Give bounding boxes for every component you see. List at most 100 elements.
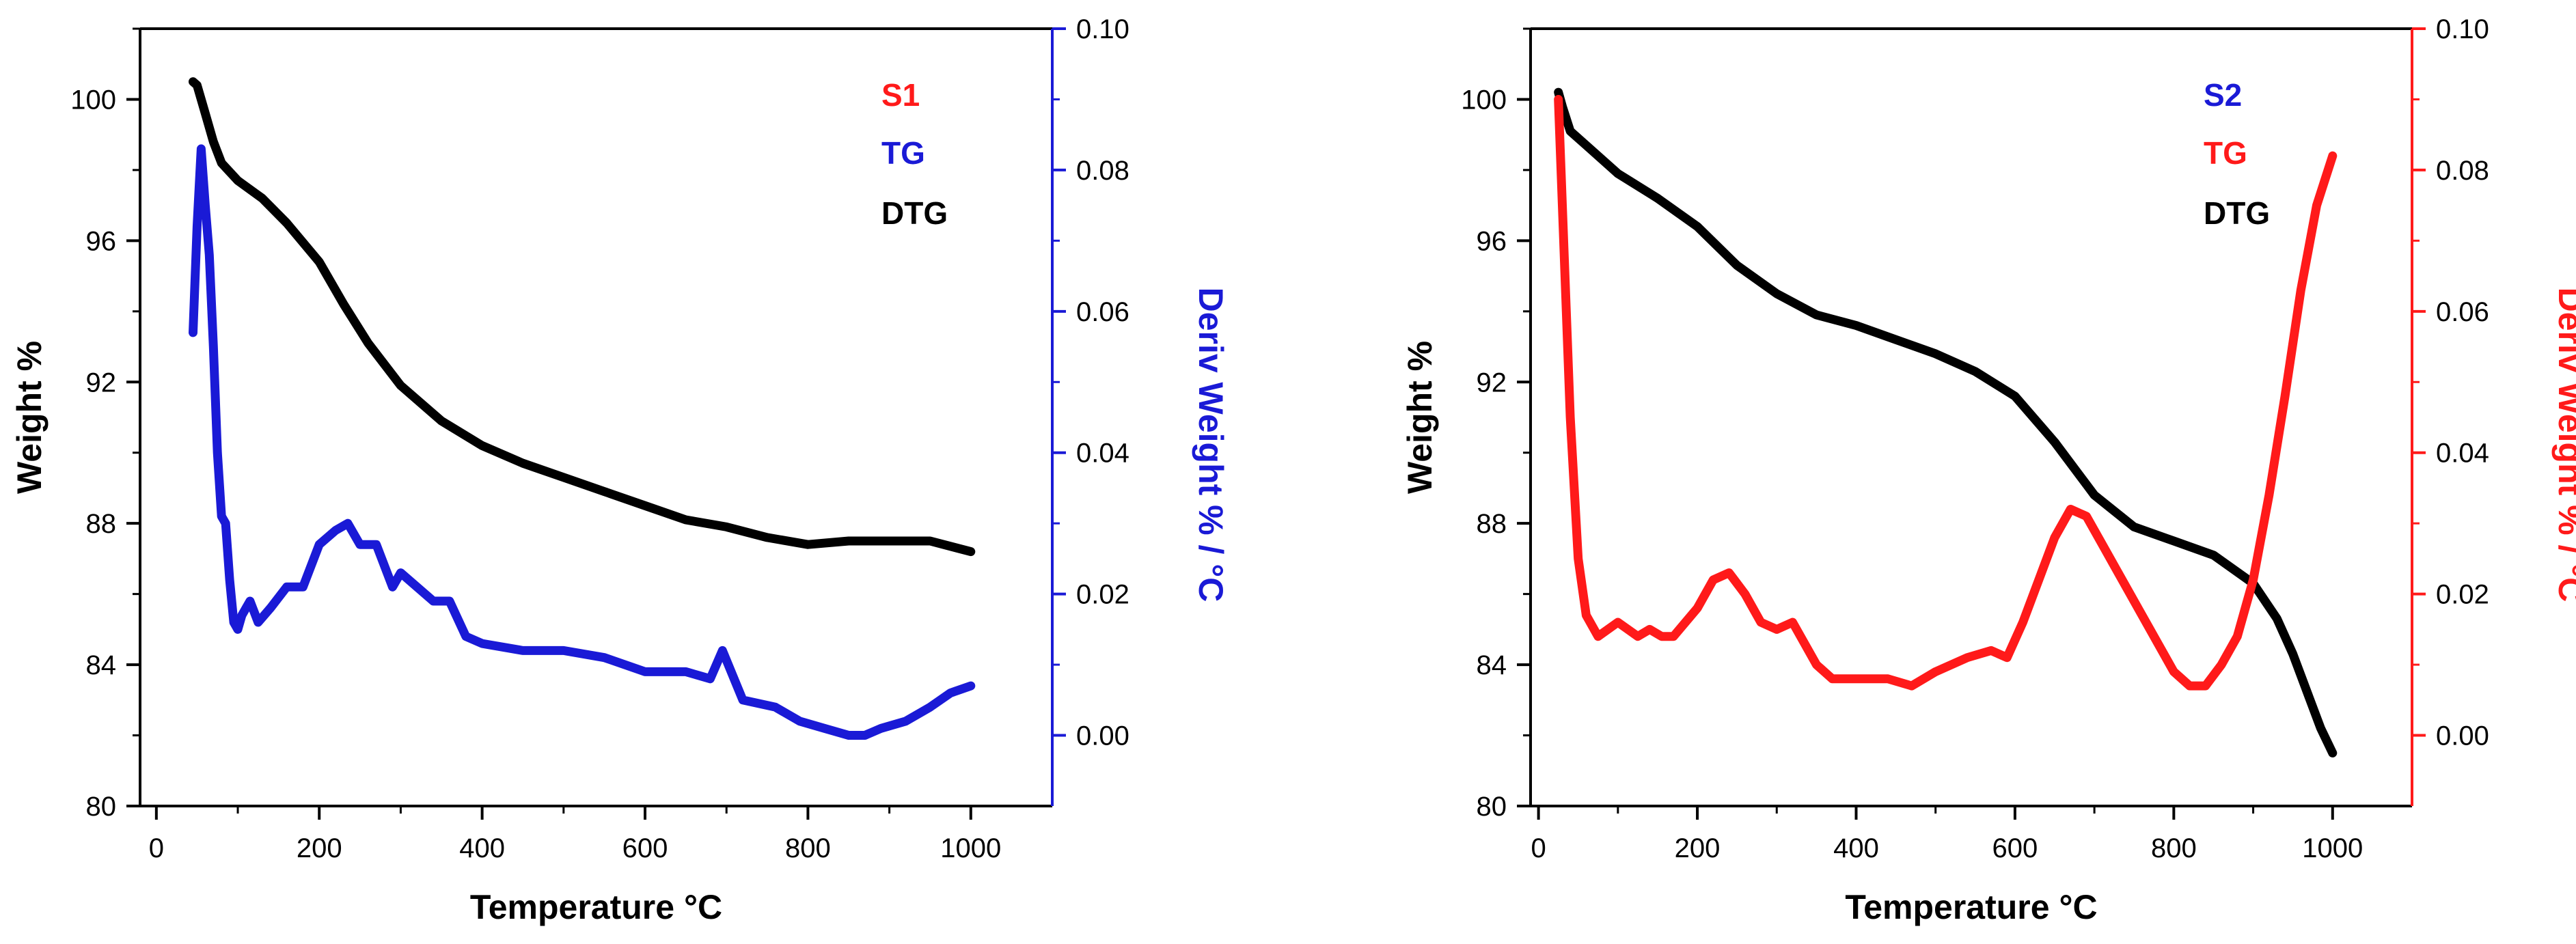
legend-entry-dtg: DTG (881, 195, 948, 231)
data-point-derivative (2281, 391, 2290, 400)
data-point-derivative (845, 731, 853, 740)
data-point-weight (2209, 551, 2218, 559)
x-tick-label: 200 (297, 833, 342, 863)
data-point-derivative (2233, 632, 2242, 641)
data-point-derivative (771, 703, 780, 712)
data-point-weight (1613, 169, 1622, 178)
data-point-weight (2316, 724, 2325, 733)
data-point-weight (1852, 321, 1861, 330)
y-left-tick-label: 96 (86, 226, 117, 256)
data-point-derivative (1558, 201, 1567, 210)
data-point-derivative (1828, 674, 1837, 683)
data-point-derivative (2328, 152, 2337, 161)
data-point-derivative (600, 653, 609, 662)
data-point-derivative (1633, 632, 1642, 641)
data-point-weight (282, 219, 291, 227)
data-point-derivative (1963, 653, 1972, 662)
data-point-derivative (1987, 646, 1996, 655)
series-line-derivative (189, 144, 976, 740)
data-point-weight (2010, 391, 2019, 400)
data-point-derivative (1709, 575, 1718, 584)
data-point-weight (258, 194, 266, 203)
data-point-weight (1693, 222, 1702, 231)
data-point-weight (722, 523, 731, 531)
y-left-tick-label: 100 (70, 85, 116, 115)
data-point-derivative (2217, 661, 2226, 669)
y-right-tick-label: 0.10 (2436, 14, 2489, 44)
data-point-derivative (234, 625, 243, 634)
data-point-derivative (1757, 618, 1766, 627)
legend: S1 TG DTG (881, 77, 948, 231)
data-point-derivative (478, 639, 487, 648)
legend-sample-label: S2 (2204, 77, 2242, 113)
data-point-derivative (820, 724, 829, 733)
y-left-tick-label: 88 (86, 509, 117, 539)
data-point-derivative (2297, 286, 2305, 294)
data-point-weight (209, 137, 218, 146)
data-point-weight (1733, 261, 1742, 270)
series-line-weight (189, 77, 976, 557)
data-point-derivative (1907, 682, 1916, 691)
data-point-weight (845, 537, 853, 546)
data-point-weight (396, 381, 405, 390)
y-right-tick-label: 0.08 (2436, 156, 2489, 186)
data-point-derivative (877, 724, 886, 733)
data-point-derivative (372, 540, 381, 549)
data-point-derivative (1613, 618, 1622, 627)
y-left-tick-label: 88 (1477, 509, 1507, 539)
data-point-derivative (209, 342, 218, 351)
data-point-weight (478, 441, 487, 450)
y-right-axis-title: Deriv Weight % / °C (1192, 288, 1230, 602)
data-point-derivative (1645, 625, 1654, 634)
data-point-derivative (559, 646, 568, 655)
data-point-derivative (429, 596, 438, 605)
data-point-weight (339, 300, 348, 309)
data-point-weight (1891, 335, 1900, 344)
x-tick-label: 400 (459, 833, 505, 863)
x-tick-label: 600 (622, 833, 668, 863)
data-point-derivative (901, 717, 910, 725)
chart-panel-left: 0 200 400 600 800 1000 80 84 88 92 96 100 0.00 0.02 0.… (10, 14, 1230, 926)
data-point-weight (234, 176, 243, 185)
data-point-weight (885, 537, 894, 546)
y-right-tick-label: 0.06 (1076, 297, 1129, 327)
x-tick-label: 1000 (2302, 833, 2363, 863)
y-right-axis-title: Deriv Weight % / °C (2551, 288, 2576, 602)
data-point-derivative (1574, 554, 1582, 563)
y-right-tick-label: 0.06 (2436, 297, 2489, 327)
data-point-weight (315, 258, 324, 266)
data-point-weight (559, 473, 568, 482)
data-point-derivative (282, 583, 291, 592)
data-point-derivative (1566, 413, 1575, 421)
data-point-derivative (299, 583, 307, 592)
data-point-derivative (2312, 201, 2321, 210)
y-right-tick-label: 0.04 (1076, 439, 1129, 469)
series-line-weight (1554, 87, 2338, 758)
data-point-derivative (1669, 632, 1678, 641)
data-point-derivative (641, 667, 650, 676)
data-point-weight (1566, 127, 1575, 136)
data-point-weight (1554, 88, 1563, 97)
data-point-derivative (266, 604, 275, 613)
data-point-derivative (1812, 661, 1821, 669)
data-point-derivative (2137, 611, 2146, 620)
data-point-derivative (461, 632, 470, 641)
x-tick-label: 0 (149, 833, 164, 863)
x-tick-label: 600 (1992, 833, 2038, 863)
x-axis-title: Temperature °C (470, 888, 722, 926)
y-right-tick-label: 0.02 (2436, 580, 2489, 610)
x-tick-label: 200 (1675, 833, 1721, 863)
data-point-weight (193, 81, 202, 89)
y-left-tick-label: 84 (86, 650, 117, 680)
data-point-derivative (205, 251, 214, 260)
data-point-derivative (1554, 95, 1563, 104)
data-point-derivative (966, 682, 975, 691)
data-point-weight (763, 533, 771, 542)
data-point-derivative (681, 667, 690, 676)
data-point-derivative (2034, 575, 2043, 584)
data-point-weight (1582, 141, 1591, 150)
data-point-derivative (2066, 505, 2075, 514)
data-point-derivative (201, 201, 210, 210)
data-point-derivative (2082, 512, 2091, 520)
